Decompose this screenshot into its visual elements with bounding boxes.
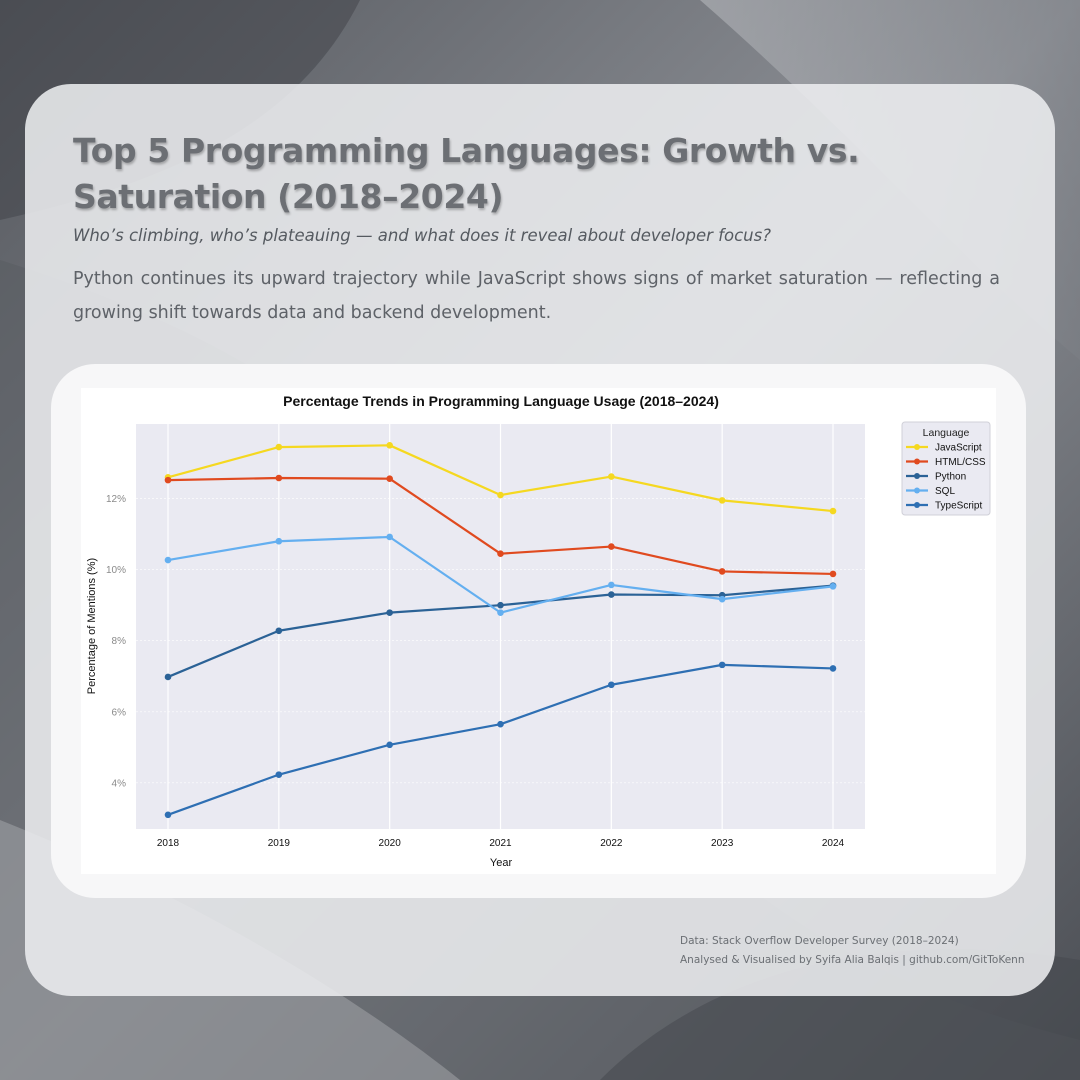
data-point-python [386,609,393,616]
data-point-html-css [829,570,837,578]
data-point-typescript [829,665,837,672]
legend-item-javascript: JavaScript [906,443,982,454]
data-point-html-css [608,543,615,550]
data-point-python [497,601,504,609]
data-point-sql [164,556,172,564]
data-point-html-css [164,476,172,484]
data-point-python [608,591,615,598]
data-point-sql [386,533,393,541]
data-point-typescript [275,771,283,778]
legend-marker [914,473,920,479]
y-tick-label: 10% [106,565,126,576]
x-axis-label: Year [490,857,513,869]
legend-label: TypeScript [935,501,982,512]
axis-layer: 2018 2019 2020 2021 2022 2023 2024 4% 6% 8% 10% 12% [106,494,845,849]
page-title: Top 5 Programming Languages: Growth vs. … [73,131,860,216]
series-sql [164,533,837,616]
data-point-javascript [497,491,504,499]
legend-box [901,421,991,516]
data-point-sql [275,537,283,545]
x-tick-label: 2024 [822,838,845,849]
credit-line: Analysed & Visualised by Syifa Alia Balq… [680,954,1025,966]
chart-title: Percentage Trends in Programming Languag… [283,393,719,409]
legend-item-sql: SQL [906,486,955,497]
legend-item-html-css: HTML/CSS [906,457,986,468]
data-point-python [164,673,172,681]
legend-marker [914,487,920,494]
legend-title: Language [923,427,970,439]
series-typescript [164,661,837,819]
data-point-typescript [497,720,504,728]
page-description: Python continues its upward trajectory w… [73,269,1000,323]
data-point-javascript [386,442,393,449]
legend-label: JavaScript [935,443,982,454]
data-source: Data: Stack Overflow Developer Survey (2… [680,935,959,947]
legend-label: HTML/CSS [935,457,986,468]
x-tick-label: 2020 [379,838,402,849]
legend-label: SQL [935,486,955,497]
series-html-css [164,474,837,578]
data-point-javascript [608,473,615,480]
legend-marker [914,502,920,508]
x-tick-label: 2019 [268,838,291,849]
data-point-typescript [608,681,615,689]
data-point-python [275,627,283,635]
data-point-sql [608,581,615,589]
legend-item-typescript: TypeScript [906,501,982,512]
data-point-sql [497,609,504,616]
data-point-html-css [497,550,504,557]
data-point-sql [829,583,837,590]
data-point-javascript [718,497,726,504]
data-point-html-css [386,475,393,483]
x-tick-label: 2018 [157,838,180,849]
y-tick-label: 4% [112,778,127,789]
data-point-sql [718,595,726,603]
page-subtitle: Who’s climbing, who’s plateauing — and w… [73,226,771,245]
y-tick-label: 8% [112,636,127,647]
data-point-html-css [718,568,726,575]
x-tick-label: 2021 [489,838,512,849]
data-point-typescript [718,661,726,669]
footer: Data: Stack Overflow Developer Survey (2… [680,932,1040,970]
legend-item-python: Python [906,472,966,483]
legend-label: Python [935,472,966,483]
data-point-javascript [275,443,283,451]
legend-marker [914,458,920,465]
x-tick-label: 2023 [711,838,734,849]
legend: Language JavaScript HTML/CSS Python SQL Type… [901,421,991,516]
data-point-typescript [164,811,172,819]
y-tick-label: 6% [112,707,127,718]
data-point-javascript [829,507,837,515]
y-axis-label: Percentage of Mentions (%) [86,558,98,694]
y-tick-label: 12% [106,494,126,505]
series-layer [164,442,837,819]
legend-marker [914,444,920,450]
data-point-typescript [386,741,393,749]
x-tick-label: 2022 [600,838,623,849]
data-point-html-css [275,474,283,482]
